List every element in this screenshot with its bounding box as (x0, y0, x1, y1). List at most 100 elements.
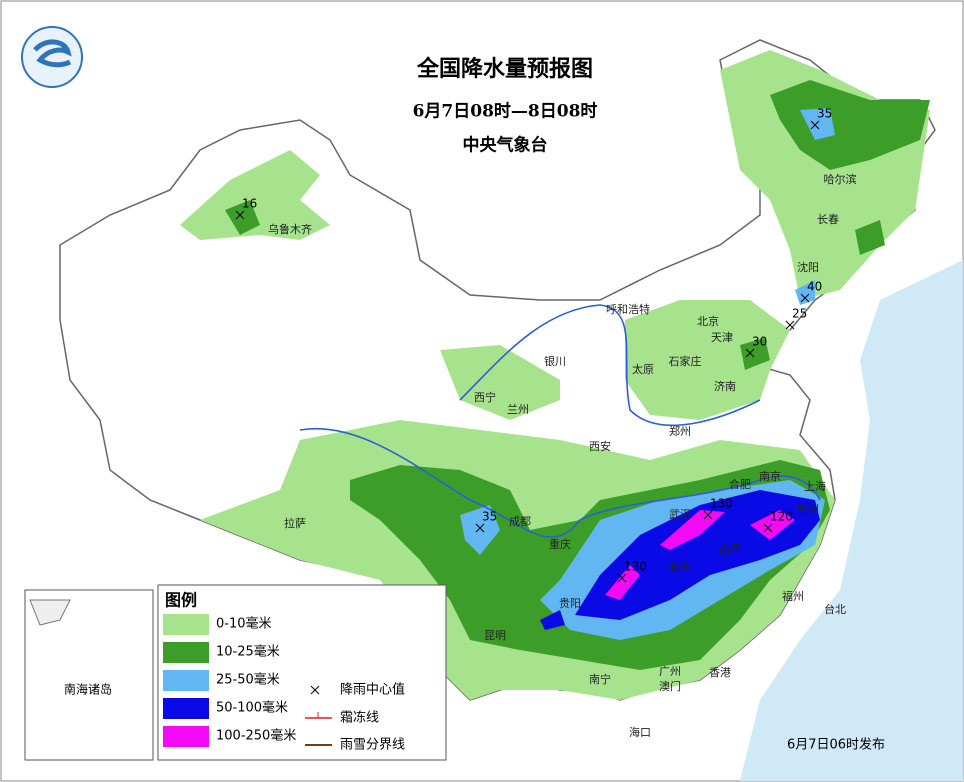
city-label: 呼和浩特 (606, 302, 650, 316)
zone (855, 220, 885, 255)
center-cross (617, 573, 627, 583)
legend-swatch (163, 670, 209, 691)
city-label: 成都 (509, 515, 531, 528)
legend-label: 25-50毫米 (216, 672, 280, 688)
period: 6月7日08时—8日08时 (413, 102, 598, 122)
rain-center: 16 (235, 197, 257, 220)
zone (750, 510, 795, 540)
center-cross (475, 523, 485, 533)
city-label: 贵阳 (559, 597, 581, 610)
city-label: 杭州 (797, 502, 819, 516)
legend-label: 0-10毫米 (216, 616, 272, 632)
center-cross (235, 210, 245, 220)
city-label: 合肥 (729, 477, 751, 491)
city-label: 南宁 (589, 672, 611, 686)
river (299, 427, 821, 538)
zone (440, 345, 560, 420)
city-label: 济南 (714, 379, 736, 393)
river (459, 304, 761, 427)
sea (740, 260, 963, 781)
rain-center: 35 (475, 510, 497, 533)
precipitation-zones (180, 50, 930, 700)
city-label: 广州 (659, 665, 681, 678)
rain-center: 120 (763, 510, 793, 533)
city-label: 乌鲁木齐 (268, 222, 312, 236)
city-label: 武汉 (669, 508, 691, 521)
city-label: 银川 (544, 354, 566, 368)
logo (21, 26, 83, 88)
center-value: 120 (770, 510, 793, 524)
center-value: 35 (817, 107, 832, 121)
city-label: 北京 (697, 314, 719, 328)
legend-label: 10-25毫米 (216, 644, 280, 660)
zone (800, 108, 835, 140)
center-value: 130 (624, 560, 647, 574)
center-value: 16 (242, 197, 257, 211)
zone (605, 565, 640, 600)
rain-center: 40 (800, 280, 822, 303)
legend-title: 图例 (165, 591, 197, 610)
center-value: 40 (807, 280, 822, 294)
rain-center: 35 (810, 107, 832, 130)
agency: 中央气象台 (463, 135, 548, 156)
map-title: 全国降水量预报图 (416, 56, 593, 82)
zone (460, 505, 500, 555)
legend-symbol-label: 降雨中心值 (340, 682, 405, 698)
legend: 图例 0-10毫米 10-25毫米 25-50毫米 50-100毫米 100-250毫米… (157, 584, 447, 761)
legend-label: 50-100毫米 (216, 700, 288, 716)
zone (660, 510, 725, 550)
city-label: 西宁 (474, 390, 496, 404)
zone (625, 300, 790, 420)
center-value: 30 (752, 335, 767, 349)
legend-swatch (163, 726, 209, 747)
rain-center: 130 (703, 497, 733, 520)
zone (770, 80, 930, 170)
city-label: 沈阳 (797, 260, 819, 274)
rain-center: 25 (785, 307, 807, 330)
inset-label: 南海诸岛 (64, 682, 112, 697)
city-label: 长沙 (669, 561, 691, 574)
center-value: 35 (482, 510, 497, 524)
center-value: 130 (710, 497, 733, 511)
city-label: 郑州 (669, 424, 691, 438)
inset: 南海诸岛 (24, 589, 154, 761)
center-value: 25 (792, 307, 807, 321)
city-label: 福州 (782, 589, 804, 603)
center-cross (785, 320, 795, 330)
issue-time: 6月7日06时发布 (787, 737, 885, 753)
center-cross (800, 293, 810, 303)
city-label: 天津 (711, 331, 733, 344)
zone (740, 338, 770, 370)
city-label: 石家庄 (669, 354, 702, 368)
legend-label: 100-250毫米 (216, 728, 296, 744)
city-label: 拉萨 (284, 516, 306, 530)
city-label: 海口 (629, 725, 651, 739)
city-label: 香港 (709, 666, 731, 679)
center-cross (810, 120, 820, 130)
frost-symbol (305, 712, 332, 719)
legend-symbol-label: 雨雪分界线 (340, 738, 405, 753)
center-cross (703, 510, 713, 520)
center-cross (763, 523, 773, 533)
city-label: 上海 (804, 479, 826, 493)
city-label: 南京 (759, 469, 781, 483)
city-label: 南昌 (719, 543, 741, 556)
zone (180, 150, 330, 240)
zone (540, 610, 565, 630)
city-label: 重庆 (549, 537, 571, 551)
city-label: 太原 (632, 363, 654, 376)
rain-center: 30 (745, 335, 767, 358)
legend-swatch (163, 642, 209, 663)
center-cross (745, 348, 755, 358)
city-label: 昆明 (484, 629, 506, 642)
rain-center: 130 (617, 560, 647, 583)
city-label: 兰州 (507, 403, 529, 416)
city-label: 台北 (824, 602, 846, 616)
city-label: 哈尔滨 (824, 172, 857, 186)
inset-land (29, 599, 71, 626)
city-label: 西安 (589, 439, 611, 453)
legend-symbol-label: 霜冻线 (340, 710, 379, 726)
center-symbol (310, 685, 320, 695)
